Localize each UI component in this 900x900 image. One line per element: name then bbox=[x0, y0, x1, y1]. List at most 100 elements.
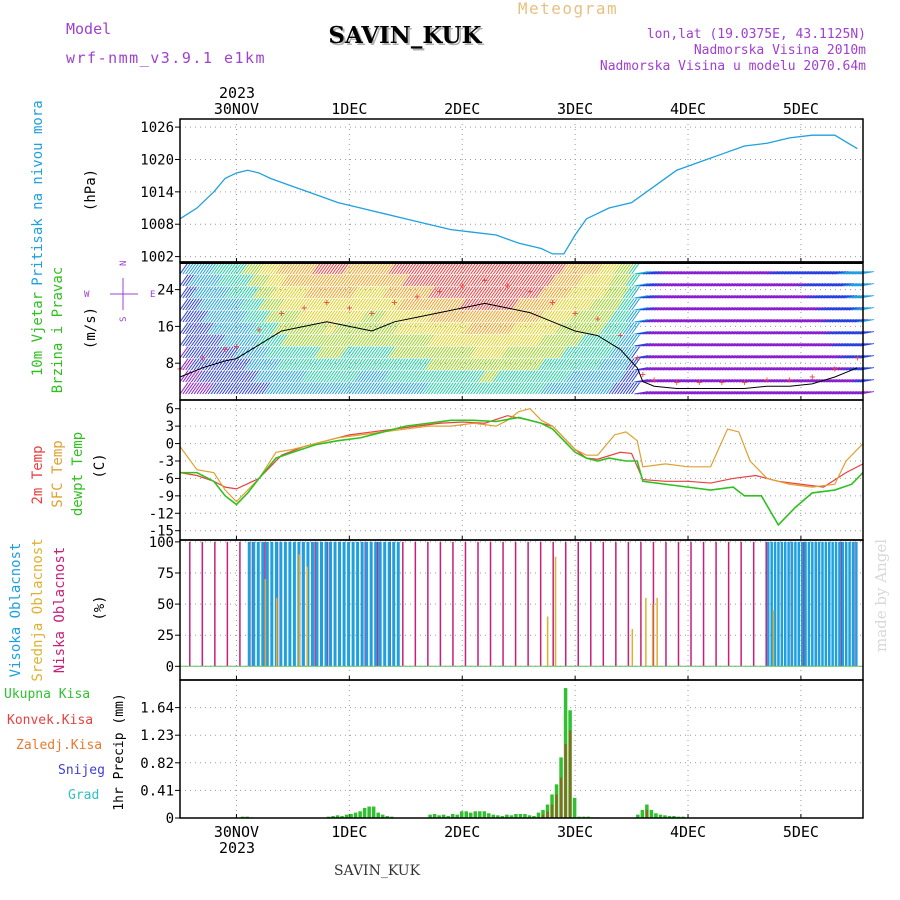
wind-barb bbox=[614, 286, 624, 299]
wind-barb bbox=[213, 286, 223, 299]
wind-barb bbox=[267, 286, 276, 299]
wind-barb bbox=[224, 298, 234, 311]
wind-barb bbox=[269, 298, 279, 311]
wind-barb bbox=[315, 310, 324, 323]
wind-barb bbox=[413, 286, 423, 299]
wind-barb bbox=[535, 358, 545, 371]
wind-barb bbox=[399, 382, 409, 395]
low-cloud-bar bbox=[502, 541, 504, 667]
wind-barb bbox=[425, 334, 434, 347]
wind-gust-marker: + bbox=[719, 378, 725, 389]
panel-frame-0 bbox=[179, 118, 864, 263]
wind-barb bbox=[185, 298, 195, 311]
wind-barb bbox=[233, 370, 243, 383]
wind-barb bbox=[475, 322, 485, 335]
wind-barb bbox=[566, 382, 576, 395]
wind-barb bbox=[329, 370, 339, 383]
wind-barb bbox=[552, 370, 561, 383]
wind-barb bbox=[188, 310, 197, 323]
wind-barb bbox=[379, 286, 389, 299]
mid-cloud-bar bbox=[656, 597, 658, 667]
wind-barb bbox=[286, 298, 296, 311]
wind-barb bbox=[442, 322, 451, 335]
wind-barb bbox=[619, 358, 629, 371]
wind-barb bbox=[492, 274, 502, 287]
wind-barb bbox=[317, 322, 327, 335]
wind-barb bbox=[284, 370, 293, 383]
wind-barb bbox=[210, 286, 220, 299]
wind-barb bbox=[594, 358, 604, 371]
wind-gust-marker: + bbox=[391, 298, 397, 309]
wind-barb bbox=[357, 298, 367, 311]
wind-barb bbox=[419, 274, 429, 287]
wind-barb bbox=[391, 370, 401, 383]
bottom-date-label: 30NOV bbox=[214, 823, 259, 841]
wind-barb bbox=[292, 298, 302, 311]
wind-barb bbox=[320, 346, 330, 359]
wind-barb bbox=[518, 298, 528, 311]
wind-barb bbox=[588, 358, 598, 371]
wind-barb bbox=[478, 346, 488, 359]
wind-barb bbox=[331, 262, 341, 275]
wind-barb bbox=[368, 382, 378, 395]
panel-frame-2 bbox=[179, 399, 864, 541]
wind-barb bbox=[363, 322, 372, 335]
wind-barb bbox=[439, 334, 449, 347]
wind-barb bbox=[560, 274, 570, 287]
high-cloud-bar bbox=[378, 541, 382, 667]
bottom-date-label: 2DEC bbox=[444, 823, 480, 841]
wind-barb bbox=[577, 370, 587, 383]
wind-barb bbox=[402, 298, 412, 311]
wind-barb bbox=[490, 262, 499, 275]
wind-barb bbox=[188, 274, 197, 287]
wind-barb bbox=[334, 286, 344, 299]
wind-barb bbox=[320, 286, 330, 299]
wind-barb bbox=[447, 274, 457, 287]
wind-barb bbox=[628, 370, 638, 383]
convective-precip-bar bbox=[541, 814, 545, 818]
wind-barb bbox=[250, 274, 259, 287]
wind-barb bbox=[588, 310, 598, 323]
convective-precip-bar bbox=[568, 730, 572, 818]
wind-barb bbox=[382, 346, 392, 359]
wind-gust-marker: + bbox=[414, 292, 420, 303]
wind-barb bbox=[343, 262, 353, 275]
wind-barb bbox=[255, 298, 265, 311]
wind-barb bbox=[427, 322, 437, 335]
wind-barb bbox=[394, 346, 403, 359]
mid-cloud-bar bbox=[264, 579, 267, 667]
high-cloud-bar bbox=[821, 541, 824, 667]
wind-barb bbox=[453, 298, 463, 311]
wind-barb bbox=[182, 262, 192, 275]
wind-barb bbox=[574, 358, 584, 371]
wind-barb bbox=[368, 370, 378, 383]
wind-barb bbox=[586, 346, 595, 359]
wind-barb bbox=[605, 346, 615, 359]
wind-barb bbox=[473, 358, 482, 371]
wind-barb bbox=[374, 346, 384, 359]
wind-barb bbox=[238, 262, 248, 275]
wind-barb bbox=[230, 286, 240, 299]
wind-barb bbox=[501, 346, 511, 359]
wind-barb bbox=[250, 334, 259, 347]
y-tick-label: -12 bbox=[149, 506, 174, 522]
wind-barb bbox=[430, 382, 440, 395]
wind-barb bbox=[419, 382, 429, 395]
wind-barb bbox=[199, 262, 209, 275]
wind-barb bbox=[317, 370, 327, 383]
wind-barb bbox=[382, 334, 392, 347]
high-cloud-bar bbox=[256, 541, 260, 667]
wind-barb bbox=[233, 322, 243, 335]
wind-barb bbox=[430, 358, 440, 371]
precip-legend-convective: Konvek.Kisa bbox=[7, 713, 93, 728]
wind-barb bbox=[408, 310, 418, 323]
wind-barb bbox=[244, 382, 254, 395]
wind-barb bbox=[267, 298, 276, 311]
wind-barb bbox=[379, 346, 389, 359]
wind-barb bbox=[357, 334, 367, 347]
wind-barb bbox=[306, 286, 316, 299]
wind-barb bbox=[351, 346, 361, 359]
wind-barb bbox=[478, 262, 488, 275]
wind-barb bbox=[427, 346, 437, 359]
wind-barb bbox=[450, 346, 460, 359]
